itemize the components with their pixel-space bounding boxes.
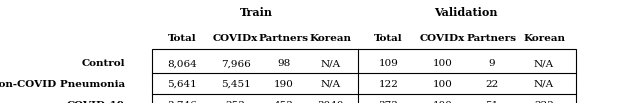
- Text: 51: 51: [485, 101, 498, 103]
- Text: Partners: Partners: [467, 34, 516, 43]
- Text: COVIDx: COVIDx: [213, 34, 258, 43]
- Text: Korean: Korean: [523, 34, 565, 43]
- Text: 5,641: 5,641: [168, 80, 197, 89]
- Text: 3,746: 3,746: [168, 101, 197, 103]
- Text: COVIDx: COVIDx: [420, 34, 465, 43]
- Text: Korean: Korean: [309, 34, 351, 43]
- Text: 9: 9: [488, 59, 495, 68]
- Text: COVID-19: COVID-19: [67, 101, 125, 103]
- Text: 109: 109: [378, 59, 399, 68]
- Text: 100: 100: [432, 80, 452, 89]
- Text: 22: 22: [485, 80, 498, 89]
- Bar: [152, 49, 576, 103]
- Text: Validation: Validation: [435, 7, 498, 18]
- Text: Control: Control: [81, 59, 125, 68]
- Text: 373: 373: [378, 101, 399, 103]
- Text: 3040: 3040: [317, 101, 344, 103]
- Text: N/A: N/A: [534, 59, 554, 68]
- Text: Total: Total: [374, 34, 403, 43]
- Text: 5,451: 5,451: [221, 80, 250, 89]
- Text: 253: 253: [225, 101, 246, 103]
- Text: Train: Train: [240, 7, 273, 18]
- Text: N/A: N/A: [320, 80, 340, 89]
- Text: Total: Total: [168, 34, 196, 43]
- Text: N/A: N/A: [320, 59, 340, 68]
- Text: Non-COVID Pneumonia: Non-COVID Pneumonia: [0, 80, 125, 89]
- Text: 100: 100: [432, 59, 452, 68]
- Text: 190: 190: [273, 80, 294, 89]
- Text: 100: 100: [432, 101, 452, 103]
- Text: 8,064: 8,064: [168, 59, 197, 68]
- Text: 222: 222: [534, 101, 554, 103]
- Text: 98: 98: [277, 59, 290, 68]
- Text: 453: 453: [273, 101, 294, 103]
- Text: 7,966: 7,966: [221, 59, 250, 68]
- Text: 122: 122: [378, 80, 399, 89]
- Text: Partners: Partners: [259, 34, 308, 43]
- Text: N/A: N/A: [534, 80, 554, 89]
